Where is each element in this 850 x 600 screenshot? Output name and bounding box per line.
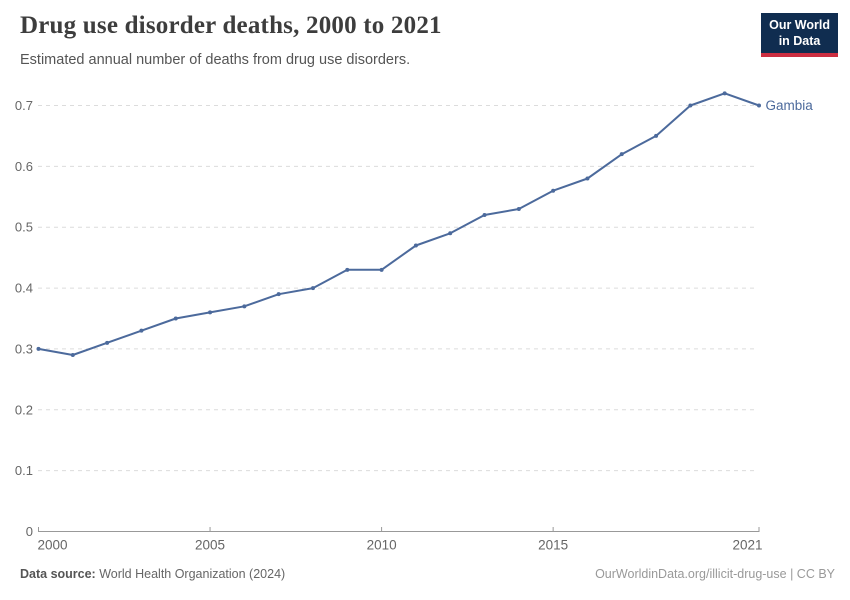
data-point-marker [516, 206, 521, 211]
data-point-marker [688, 103, 693, 108]
data-point-marker [551, 188, 556, 193]
owid-logo-line2: in Data [778, 33, 821, 48]
series-line [37, 92, 760, 356]
y-axis-tick-label: 0.7 [15, 98, 33, 113]
chart-footer: Data source: World Health Organization (… [20, 567, 835, 581]
data-point-marker [585, 176, 590, 181]
footer-url-link[interactable]: OurWorldinData.org/illicit-drug-use [595, 567, 787, 581]
data-source-value: World Health Organization (2024) [99, 567, 286, 581]
x-axis-tick-label: 2021 [732, 538, 762, 553]
x-axis-tick-label: 2000 [38, 538, 68, 553]
owid-logo-line1: Our World [769, 18, 830, 32]
data-point-marker [619, 152, 624, 157]
data-point-marker [36, 346, 41, 351]
y-axis-tick-label: 0.4 [15, 281, 33, 296]
data-point-marker [654, 133, 659, 138]
y-axis-tick-label: 0.6 [15, 159, 33, 174]
data-point-marker [208, 310, 213, 315]
data-point-marker [242, 304, 247, 309]
y-axis-tick-label: 0.5 [15, 220, 33, 235]
data-point-marker [482, 213, 487, 218]
data-point-marker [413, 243, 418, 248]
x-axis-tick-label: 2010 [367, 538, 397, 553]
page-title: Drug use disorder deaths, 2000 to 2021 [20, 12, 442, 39]
series-entity-label: Gambia [766, 98, 814, 113]
data-point-marker [379, 267, 384, 272]
data-point-marker [105, 340, 110, 345]
footer-license: CC BY [796, 567, 835, 581]
data-point-marker [722, 91, 727, 96]
y-axis-tick-label: 0.3 [15, 341, 33, 356]
x-axis-tick-label: 2005 [195, 538, 225, 553]
y-axis-tick-label: 0.1 [15, 463, 33, 478]
footer-license-separator: | [786, 567, 797, 581]
owid-logo[interactable]: Our World in Data [761, 13, 838, 58]
data-point-marker [173, 316, 178, 321]
data-source-label: Data source: [20, 567, 96, 581]
page-subtitle: Estimated annual number of deaths from d… [20, 52, 411, 68]
x-axis-tick-label: 2015 [538, 538, 568, 553]
y-axis-tick-label: 0 [26, 524, 33, 539]
data-point-marker [345, 267, 350, 272]
data-point-marker [757, 103, 761, 108]
y-axis-tick-label: 0.2 [15, 402, 33, 417]
data-point-marker [448, 231, 453, 236]
data-point-marker [139, 328, 144, 333]
data-point-marker [70, 353, 75, 358]
data-point-marker [276, 292, 281, 297]
line-chart-canvas: 0 0.1 0.2 0.3 0.4 0.5 0.6 0.7 2000 2005 2010 2015 20… [15, 91, 814, 553]
data-point-marker [310, 286, 315, 291]
data-source: Data source: World Health Organization (… [20, 567, 285, 581]
footer-attribution: OurWorldinData.org/illicit-drug-use | CC… [595, 567, 835, 581]
